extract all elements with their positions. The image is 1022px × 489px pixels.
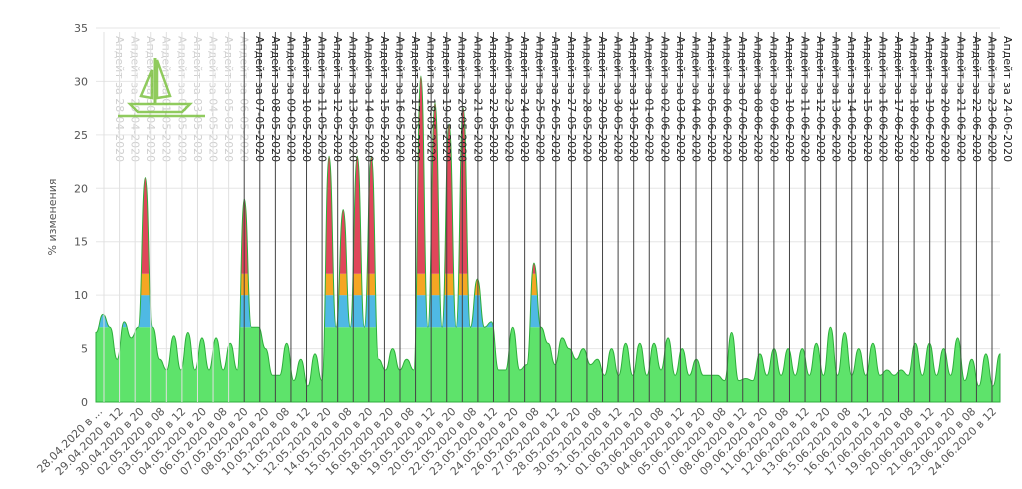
area-outline xyxy=(95,75,1001,403)
y-axis-label: % изменения xyxy=(46,179,59,256)
y-tick-label: 20 xyxy=(74,182,88,195)
y-tick-label: 30 xyxy=(74,75,88,88)
logo-watermark xyxy=(118,58,205,118)
y-tick-label: 5 xyxy=(81,343,88,356)
update-marker-label: Апдейт за 24-06-2020 xyxy=(1001,36,1014,162)
x-axis: 28.04.2020 в ...29.04.2020 в 1230.04.202… xyxy=(34,405,999,478)
threshold-band xyxy=(96,327,1000,402)
threshold-band xyxy=(96,273,1000,296)
y-tick-label: 25 xyxy=(74,129,88,142)
y-tick-label: 15 xyxy=(74,236,88,249)
sailboat-logo-icon xyxy=(118,58,205,118)
y-tick-label: 10 xyxy=(74,289,88,302)
y-tick-label: 35 xyxy=(74,22,88,35)
threshold-band xyxy=(96,295,1000,328)
y-axis: 0 5 10 15 20 25 30 35 xyxy=(74,22,88,409)
y-tick-label: 0 xyxy=(81,396,88,409)
update-markers-layer: Апдейт за 28-04-2020 Апдейт за 29-04-2020… xyxy=(103,32,1014,402)
